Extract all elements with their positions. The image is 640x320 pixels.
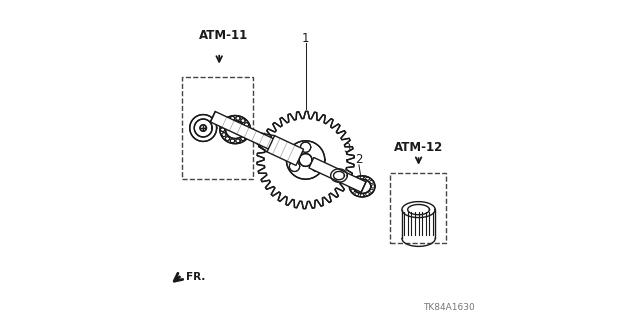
Polygon shape [309, 157, 366, 192]
Text: 3: 3 [343, 142, 351, 155]
Text: TK84A1630: TK84A1630 [424, 303, 475, 312]
Polygon shape [220, 114, 251, 145]
Text: ATM-11: ATM-11 [200, 29, 248, 42]
Polygon shape [402, 210, 435, 238]
Polygon shape [211, 111, 302, 163]
Polygon shape [267, 136, 303, 165]
Text: 2: 2 [355, 153, 363, 166]
Text: ATM-12: ATM-12 [394, 141, 443, 154]
Polygon shape [190, 115, 216, 141]
Polygon shape [349, 176, 375, 197]
Bar [390, 173, 447, 243]
Bar [182, 77, 253, 179]
Text: FR.: FR. [186, 272, 205, 283]
Text: 1: 1 [302, 32, 309, 45]
Polygon shape [257, 111, 354, 209]
